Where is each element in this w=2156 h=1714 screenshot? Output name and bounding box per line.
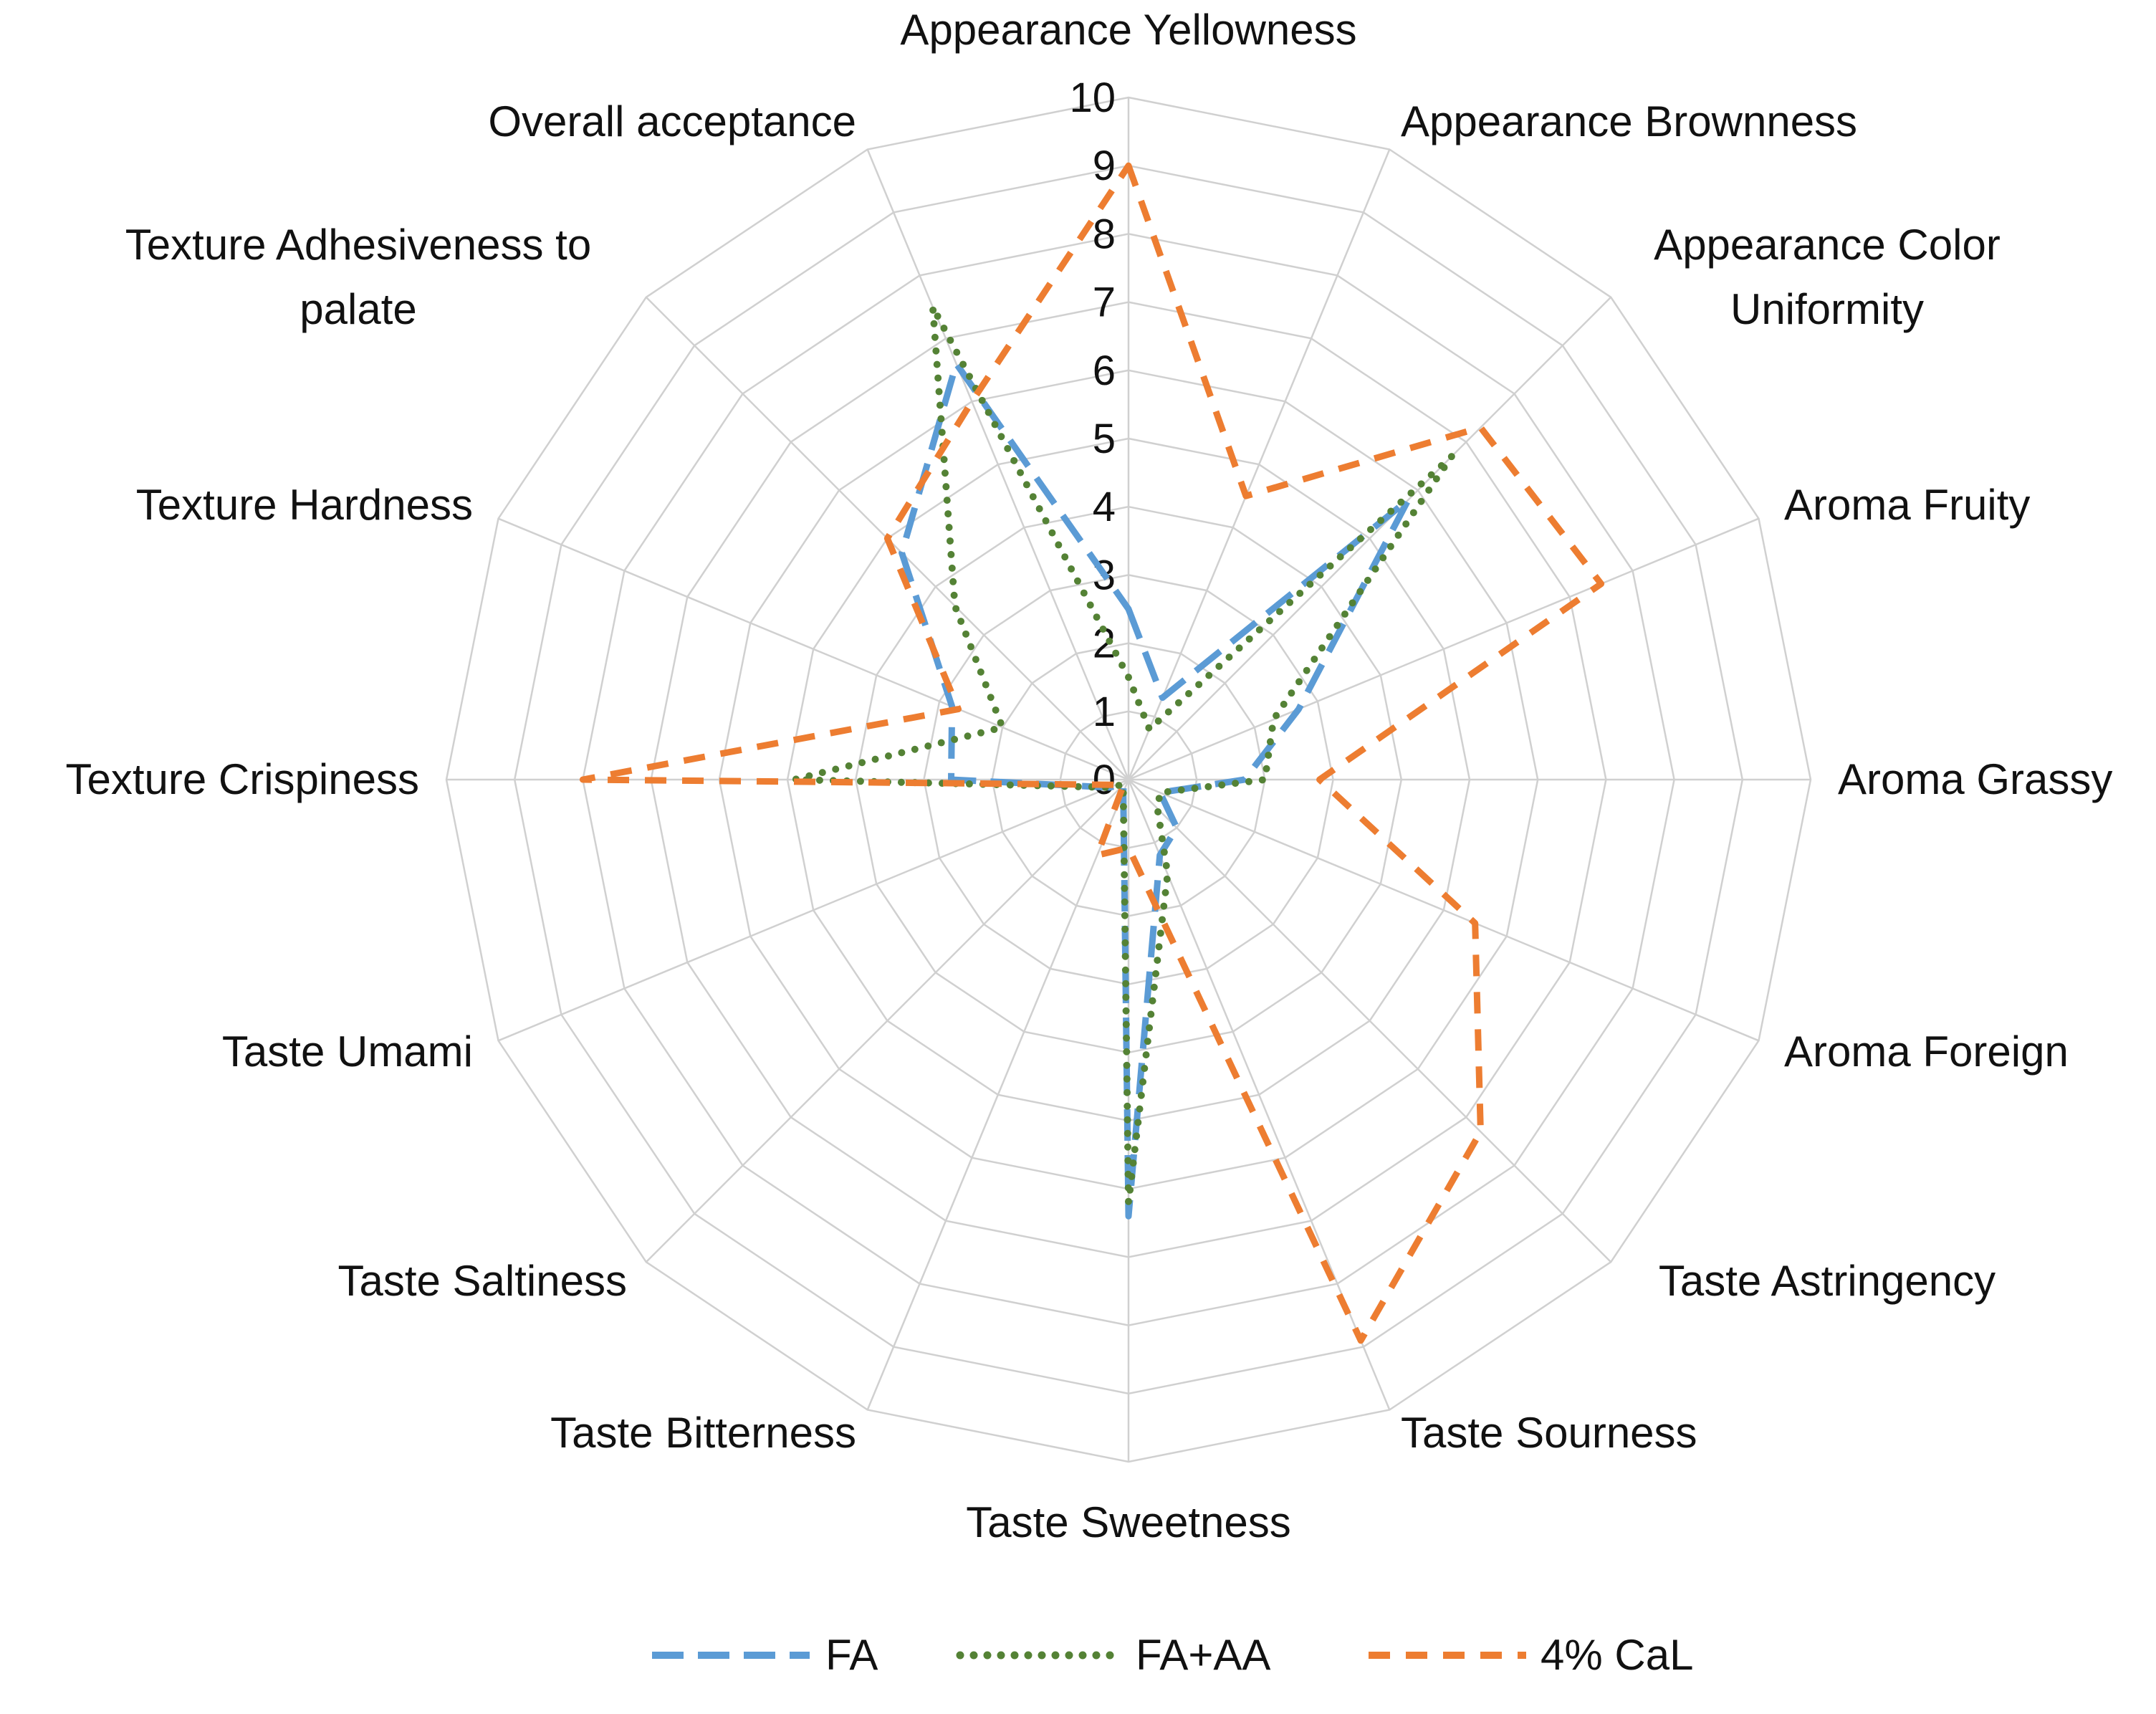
spoke-1 xyxy=(1127,149,1391,780)
axis-label-texture-adhesiveness-to-palate: Texture Adhesiveness to palate xyxy=(125,221,591,333)
tick-label-8: 8 xyxy=(1093,211,1116,257)
tick-label-10: 10 xyxy=(1069,75,1116,121)
legend: FA FA+AA 4% CaL xyxy=(652,1631,1693,1679)
axis-label-appearance-brownness: Appearance Brownness xyxy=(1401,97,1857,145)
legend-label-4-cal: 4% CaL xyxy=(1541,1631,1693,1679)
spoke-11 xyxy=(498,778,1129,1042)
axis-label-texture-hardness: Texture Hardness xyxy=(136,481,473,529)
legend-item-fa: FA xyxy=(652,1631,878,1679)
tick-label-6: 6 xyxy=(1093,348,1116,394)
axis-label-overall-acceptance: Overall acceptance xyxy=(488,97,856,145)
series-4-cal xyxy=(579,162,1605,1344)
spoke-3 xyxy=(1128,517,1759,781)
spoke-15 xyxy=(866,149,1130,780)
tick-label-5: 5 xyxy=(1093,416,1116,462)
spoke-2 xyxy=(1128,296,1612,780)
axis-label-taste-saltiness: Taste Saltiness xyxy=(337,1257,627,1305)
series-lines xyxy=(579,162,1605,1344)
series-line-4-cal xyxy=(579,162,1605,1344)
axis-label-texture-crispiness: Texture Crispiness xyxy=(65,755,419,803)
spoke-10 xyxy=(645,779,1129,1263)
spoke-13 xyxy=(498,517,1129,781)
tick-label-7: 7 xyxy=(1093,279,1116,326)
spoke-5 xyxy=(1128,778,1759,1042)
axis-label-taste-bitterness: Taste Bitterness xyxy=(550,1409,856,1457)
tick-label-1: 1 xyxy=(1093,689,1116,735)
axis-label-taste-sourness: Taste Sourness xyxy=(1401,1409,1697,1457)
axis-label-aroma-grassy: Aroma Grassy xyxy=(1838,755,2112,803)
category-axis-labels: Appearance Yellowness Appearance Brownnes… xyxy=(65,6,2112,1546)
series-line-fa-aa xyxy=(790,303,1455,1207)
axis-label-taste-sweetness: Taste Sweetness xyxy=(966,1498,1291,1546)
axis-label-taste-astringency: Taste Astringency xyxy=(1659,1257,1996,1305)
tick-label-9: 9 xyxy=(1093,143,1116,189)
legend-label-fa: FA xyxy=(825,1631,878,1679)
spoke-9 xyxy=(866,779,1130,1410)
legend-item-4-cal: 4% CaL xyxy=(1369,1631,1693,1679)
legend-item-fa-aa: FA+AA xyxy=(956,1631,1270,1679)
axis-label-appearance-color-uniformity: Appearance Color Uniformity xyxy=(1654,221,2001,333)
spoke-6 xyxy=(1128,779,1612,1263)
axis-label-appearance-yellowness: Appearance Yellowness xyxy=(900,6,1356,54)
axis-label-taste-umami: Taste Umami xyxy=(222,1028,473,1076)
legend-label-fa-aa: FA+AA xyxy=(1136,1631,1270,1679)
series-fa-aa xyxy=(790,303,1455,1207)
tick-label-4: 4 xyxy=(1093,484,1116,530)
axis-label-aroma-fruity: Aroma Fruity xyxy=(1784,481,2030,529)
tick-label-0: 0 xyxy=(1093,757,1116,803)
axis-label-aroma-foreign: Aroma Foreign xyxy=(1784,1028,2069,1076)
